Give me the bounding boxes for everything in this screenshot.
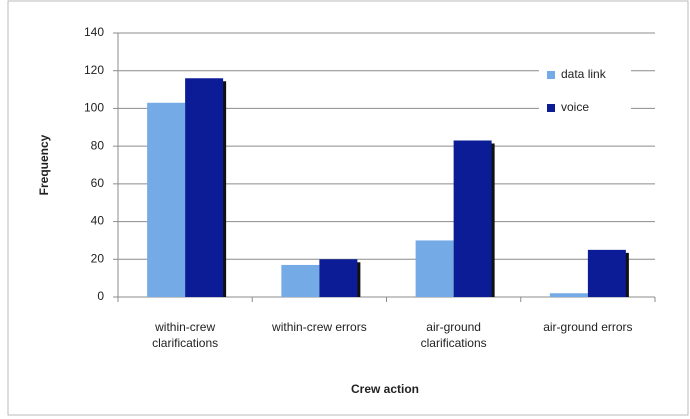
bar (319, 259, 358, 297)
bar (587, 249, 626, 297)
x-tick-label: air-ground errors (543, 320, 633, 334)
y-tick-label: 100 (84, 101, 104, 115)
bar (453, 140, 492, 297)
legend-label: voice (561, 100, 589, 114)
bar (415, 240, 454, 297)
bar (281, 264, 320, 297)
legend-swatch (547, 104, 555, 112)
y-tick-label: 80 (91, 138, 105, 152)
bar (185, 78, 224, 297)
bar (147, 102, 186, 298)
y-tick-label: 60 (91, 176, 105, 190)
x-axis-label: Crew action (351, 382, 419, 396)
x-tick-label: within-crew errors (272, 320, 367, 334)
y-tick-label: 120 (84, 63, 104, 77)
legend-swatch (547, 71, 555, 79)
x-tick-label: air-ground clarifications (420, 320, 487, 350)
x-tick-label: within-crew clarifications (152, 320, 219, 350)
y-axis-label: Frequency (37, 134, 51, 195)
y-tick-label: 140 (84, 25, 104, 39)
y-tick-label: 40 (91, 214, 105, 228)
y-tick-label: 0 (97, 289, 104, 303)
y-tick-label: 20 (91, 251, 105, 265)
legend-label: data link (561, 67, 607, 81)
bar (549, 293, 588, 297)
